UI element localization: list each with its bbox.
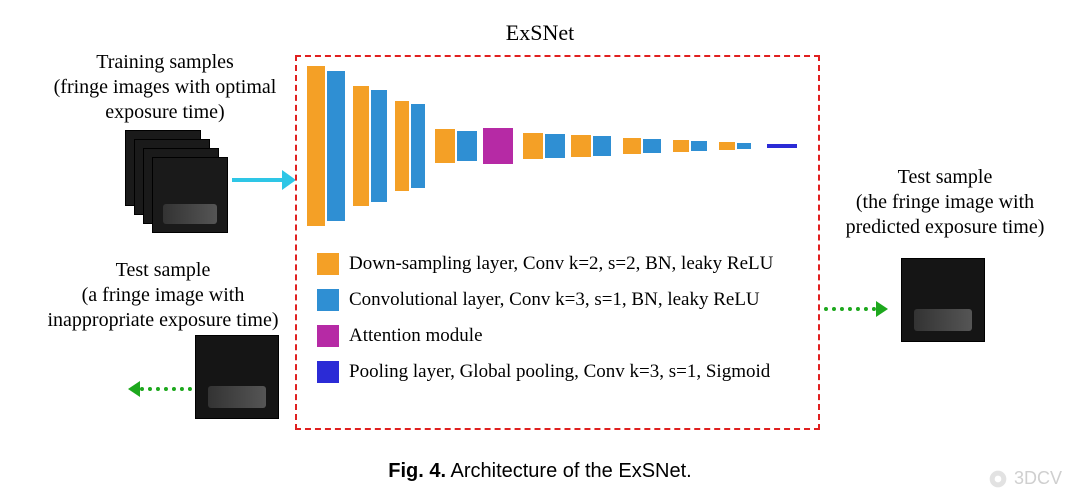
legend-label: Attention module: [349, 325, 483, 347]
training-image-stack: [125, 130, 235, 236]
diagram-title: ExSNet: [506, 20, 574, 46]
training-thumb: [152, 157, 228, 233]
layer-downsample: [571, 135, 591, 157]
layer-conv: [737, 143, 751, 149]
layer-conv: [643, 139, 661, 153]
bar-gap: [753, 145, 765, 147]
watermark-icon: [988, 469, 1008, 489]
legend-row: Pooling layer, Global pooling, Conv k=3,…: [317, 361, 773, 383]
layer-pool: [767, 144, 797, 148]
layer-conv: [545, 134, 565, 158]
legend-swatch: [317, 289, 339, 311]
layer-conv: [411, 104, 425, 188]
legend-swatch: [317, 361, 339, 383]
network-architecture: [307, 63, 808, 233]
layer-conv: [593, 136, 611, 156]
layer-downsample: [435, 129, 455, 163]
layer-downsample: [395, 101, 409, 191]
layer-conv: [457, 131, 477, 161]
legend-swatch: [317, 325, 339, 347]
arrow-line: [140, 387, 192, 391]
test-output-label: Test sample(the fringe image with predic…: [835, 165, 1055, 240]
layer-conv: [327, 71, 345, 221]
network-box: Down-sampling layer, Conv k=2, s=2, BN, …: [295, 55, 820, 430]
layer-downsample: [523, 133, 543, 159]
bar-gap: [427, 145, 433, 147]
legend-label: Pooling layer, Global pooling, Conv k=3,…: [349, 361, 770, 383]
test-input-label: Test sample(a fringe image with inapprop…: [28, 258, 298, 333]
layer-attention: [483, 128, 513, 164]
test-output-thumb: [901, 258, 985, 342]
bar-gap: [515, 145, 521, 147]
watermark-text: 3DCV: [1014, 468, 1062, 489]
legend: Down-sampling layer, Conv k=2, s=2, BN, …: [317, 253, 773, 397]
layer-downsample: [353, 86, 369, 206]
bar-gap: [347, 145, 351, 147]
layer-downsample: [623, 138, 641, 154]
layer-downsample: [307, 66, 325, 226]
training-samples-label: Training samples(fringe images with opti…: [35, 50, 295, 125]
legend-row: Convolutional layer, Conv k=3, s=1, BN, …: [317, 289, 773, 311]
test-input-arrow: [130, 382, 192, 396]
arrow-head-icon: [128, 381, 140, 397]
layer-conv: [691, 141, 707, 151]
bar-gap: [479, 145, 481, 147]
legend-label: Convolutional layer, Conv k=3, s=1, BN, …: [349, 289, 760, 311]
test-output-arrow: [824, 302, 886, 316]
bar-gap: [389, 145, 393, 147]
legend-row: Down-sampling layer, Conv k=2, s=2, BN, …: [317, 253, 773, 275]
arrow-head-icon: [876, 301, 888, 317]
legend-label: Down-sampling layer, Conv k=2, s=2, BN, …: [349, 253, 773, 275]
bar-gap: [567, 145, 569, 147]
bar-gap: [613, 145, 621, 147]
arrow-line: [824, 307, 876, 311]
bar-gap: [709, 145, 717, 147]
layer-downsample: [673, 140, 689, 152]
test-input-thumb: [195, 335, 279, 419]
arrow-head-icon: [282, 170, 296, 190]
train-arrow: [232, 170, 294, 190]
figure-caption: Fig. 4. Architecture of the ExSNet.: [0, 460, 1080, 483]
bar-gap: [663, 145, 671, 147]
legend-swatch: [317, 253, 339, 275]
watermark: 3DCV: [988, 468, 1062, 489]
layer-conv: [371, 90, 387, 202]
layer-downsample: [719, 142, 735, 150]
caption-number: Fig. 4.: [388, 460, 446, 482]
legend-row: Attention module: [317, 325, 773, 347]
network-bars: [307, 63, 797, 228]
arrow-line: [232, 178, 286, 182]
caption-text: Architecture of the ExSNet.: [446, 460, 692, 482]
